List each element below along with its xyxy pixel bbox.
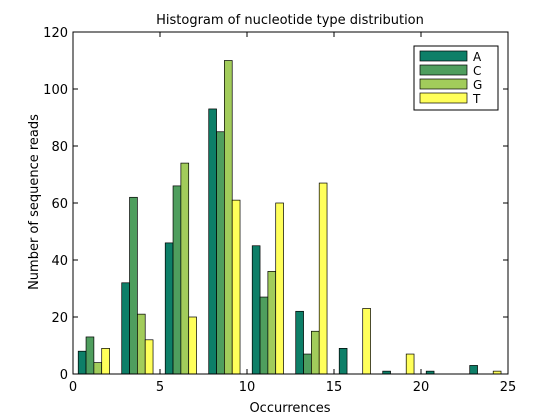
y-tick-label: 60	[51, 197, 68, 212]
legend-label-t: T	[472, 92, 481, 106]
legend-swatch-c	[419, 64, 468, 76]
x-tick-label: 25	[500, 380, 517, 395]
legend-label-g: G	[473, 78, 482, 92]
bar-c-bin-5	[259, 296, 269, 375]
bar-c-bin-4	[216, 131, 225, 375]
bar-t-bin-7	[362, 308, 371, 375]
y-tick-label: 20	[51, 311, 68, 326]
y-tick-label: 120	[43, 26, 68, 41]
legend-label-a: A	[473, 50, 482, 64]
x-tick-label: 5	[156, 380, 164, 395]
legend-swatch-t	[419, 92, 468, 104]
x-tick-label: 20	[413, 380, 430, 395]
legend-label-c: C	[473, 64, 481, 78]
bar-t-bin-2	[144, 339, 154, 375]
bar-a-bin-7	[338, 348, 348, 375]
bar-g-bin-6	[311, 330, 320, 375]
bar-c-bin-6	[303, 353, 312, 375]
legend-swatch-g	[419, 78, 468, 90]
bar-t-bin-5	[275, 202, 284, 375]
y-axis-label: Number of sequence reads	[27, 114, 42, 290]
x-tick-label: 10	[239, 380, 256, 395]
axes-group: 0 5 10 15 20 25 0 20 40 60 80 100 120	[43, 26, 516, 395]
bar-t-bin-4	[231, 199, 241, 375]
bar-t-bin-8	[405, 353, 415, 375]
bar-a-bin-5	[251, 245, 261, 375]
bar-a-bin-2	[121, 282, 130, 375]
bar-g-bin-4	[224, 60, 233, 375]
bar-a-bin-10	[469, 365, 478, 375]
bar-t-bin-3	[188, 316, 197, 375]
x-tick-label: 0	[69, 380, 77, 395]
y-tick-label: 100	[43, 83, 68, 98]
bar-a-bin-1	[77, 350, 87, 375]
bar-t-bin-1	[101, 348, 110, 375]
bar-g-bin-2	[137, 313, 146, 375]
chart-title: Histogram of nucleotide type distributio…	[156, 13, 424, 28]
y-tick-label: 40	[51, 254, 68, 269]
bar-a-bin-3	[164, 242, 174, 375]
legend-swatch-a	[419, 50, 468, 62]
bar-c-bin-1	[85, 336, 95, 375]
bar-g-bin-1	[93, 362, 103, 375]
bar-g-bin-5	[267, 271, 277, 375]
x-axis-label: Occurrences	[249, 401, 330, 416]
y-tick-label: 0	[60, 368, 68, 383]
bar-c-bin-2	[129, 196, 138, 375]
bar-g-bin-3	[180, 162, 190, 375]
y-tick-label: 80	[51, 140, 68, 155]
bar-t-bin-6	[318, 182, 328, 375]
bar-c-bin-3	[172, 185, 182, 375]
bar-a-bin-4	[208, 108, 217, 375]
bar-a-bin-6	[295, 310, 304, 375]
x-tick-label: 15	[326, 380, 343, 395]
